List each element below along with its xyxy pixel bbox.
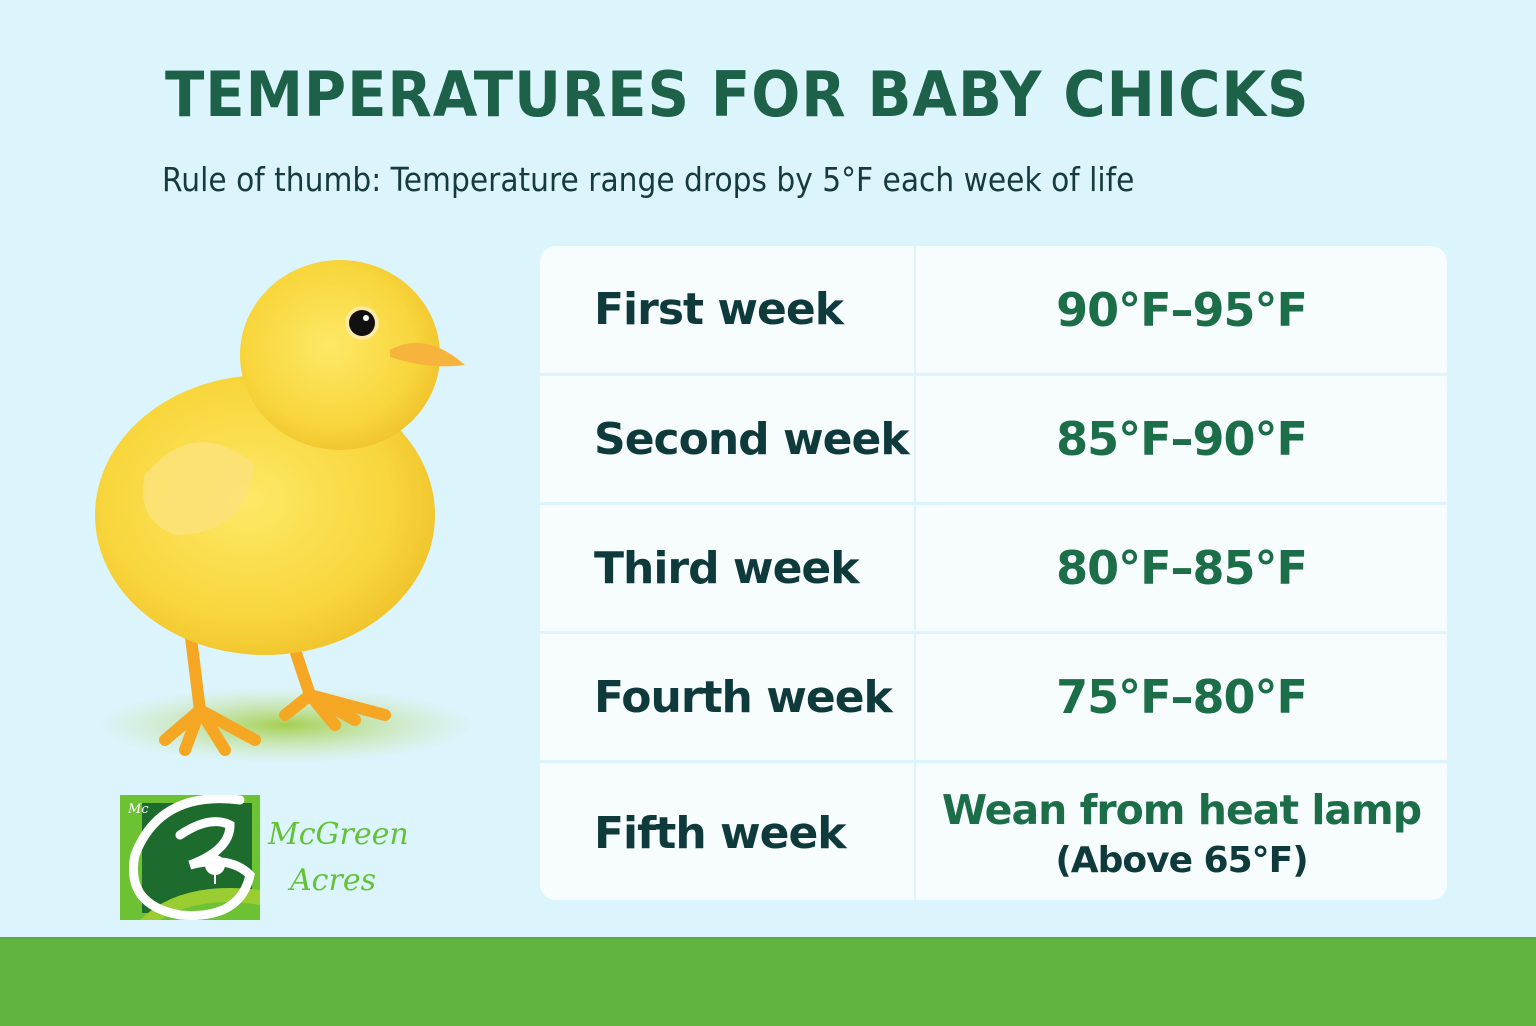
green-ground-band <box>0 937 1536 1026</box>
week-cell-3: Third week <box>540 505 914 631</box>
page-title: TEMPERATURES FOR BABY CHICKS <box>165 58 1310 131</box>
temperature-table: First week 90°F–95°F Second week 85°F–90… <box>540 246 1447 900</box>
temp-cell-5: Wean from heat lamp (Above 65°F) <box>916 763 1447 900</box>
page-subtitle: Rule of thumb: Temperature range drops b… <box>162 160 1135 199</box>
week-cell-5: Fifth week <box>540 763 914 900</box>
grass-patch <box>95 687 475 763</box>
wean-temperature-note: (Above 65°F) <box>1055 840 1308 881</box>
wean-instruction: Wean from heat lamp <box>941 786 1422 834</box>
svg-text:Mc: Mc <box>127 802 149 817</box>
brand-name-line1: McGreen <box>268 817 409 852</box>
week-cell-1: First week <box>540 246 914 373</box>
temp-cell-2: 85°F–90°F <box>916 376 1447 502</box>
brand-name-line2: Acres <box>290 863 376 898</box>
temp-cell-1: 90°F–95°F <box>916 246 1447 373</box>
temp-cell-4: 75°F–80°F <box>916 634 1447 760</box>
week-cell-2: Second week <box>540 376 914 502</box>
temp-cell-3: 80°F–85°F <box>916 505 1447 631</box>
mcgreen-acres-logo-icon: Mc <box>120 795 260 920</box>
brand-name: McGreen Acres <box>268 812 409 904</box>
chick-illustration <box>95 260 475 763</box>
week-cell-4: Fourth week <box>540 634 914 760</box>
